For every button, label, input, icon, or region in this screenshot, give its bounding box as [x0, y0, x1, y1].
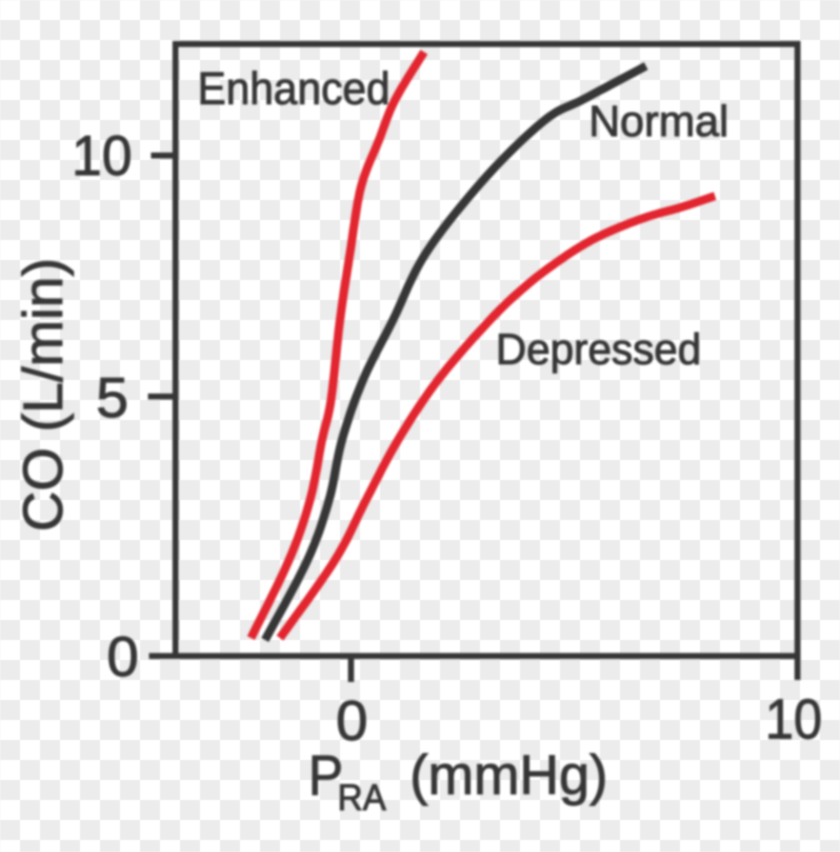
svg-text:0: 0: [107, 625, 139, 689]
svg-text:Depressed: Depressed: [496, 325, 702, 374]
svg-text:10: 10: [72, 124, 133, 188]
svg-text:CO (L/min): CO (L/min): [11, 258, 74, 532]
svg-text:(mmHg): (mmHg): [410, 743, 608, 806]
svg-text:10: 10: [765, 688, 822, 752]
svg-text:5: 5: [96, 366, 129, 430]
svg-text:RA: RA: [338, 777, 387, 818]
svg-text:0: 0: [336, 689, 368, 753]
svg-text:P: P: [308, 744, 343, 808]
svg-text:Enhanced: Enhanced: [198, 63, 391, 114]
svg-text:Normal: Normal: [589, 97, 729, 146]
